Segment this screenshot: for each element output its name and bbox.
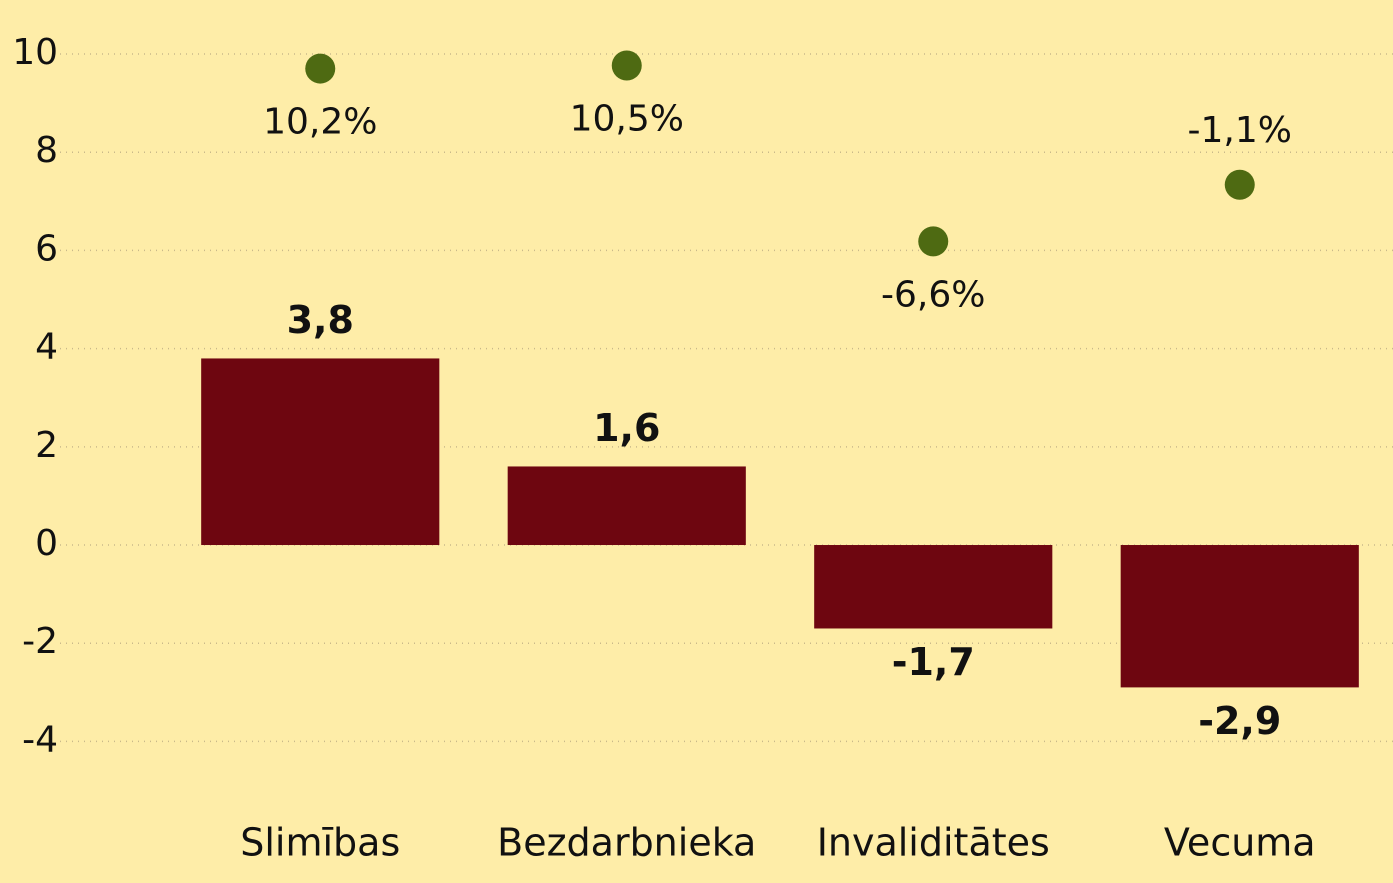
x-tick-label: Bezdarbnieka (497, 821, 756, 865)
x-tick-label: Vecuma (1164, 821, 1316, 865)
marker-value-label: -1,1% (1188, 110, 1292, 151)
marker (305, 53, 336, 84)
bar (201, 358, 440, 546)
x-tick-label: Slimības (240, 821, 400, 865)
y-tick-label: 6 (35, 228, 58, 269)
marker-value-label: -6,6% (881, 274, 985, 315)
y-tick-label: -2 (22, 621, 58, 662)
bar-value-label: 3,8 (287, 298, 354, 342)
y-tick-label: -4 (22, 719, 58, 760)
bar (507, 466, 746, 546)
y-tick-label: 8 (35, 130, 58, 171)
bar (814, 545, 1053, 629)
bar-value-label: -1,7 (892, 640, 975, 684)
bar (1120, 545, 1359, 688)
y-tick-label: 2 (35, 425, 58, 466)
y-tick-label: 0 (35, 523, 58, 564)
marker (918, 226, 949, 257)
x-tick-label: Invaliditātes (817, 821, 1050, 865)
y-tick-label: 4 (35, 327, 58, 368)
bar-value-label: 1,6 (593, 406, 660, 450)
y-tick-label: 10 (12, 32, 58, 73)
marker (1224, 169, 1255, 200)
bar-value-label: -2,9 (1198, 699, 1281, 743)
marker-value-label: 10,5% (570, 98, 684, 139)
marker (611, 50, 642, 81)
marker-value-label: 10,2% (263, 102, 377, 143)
